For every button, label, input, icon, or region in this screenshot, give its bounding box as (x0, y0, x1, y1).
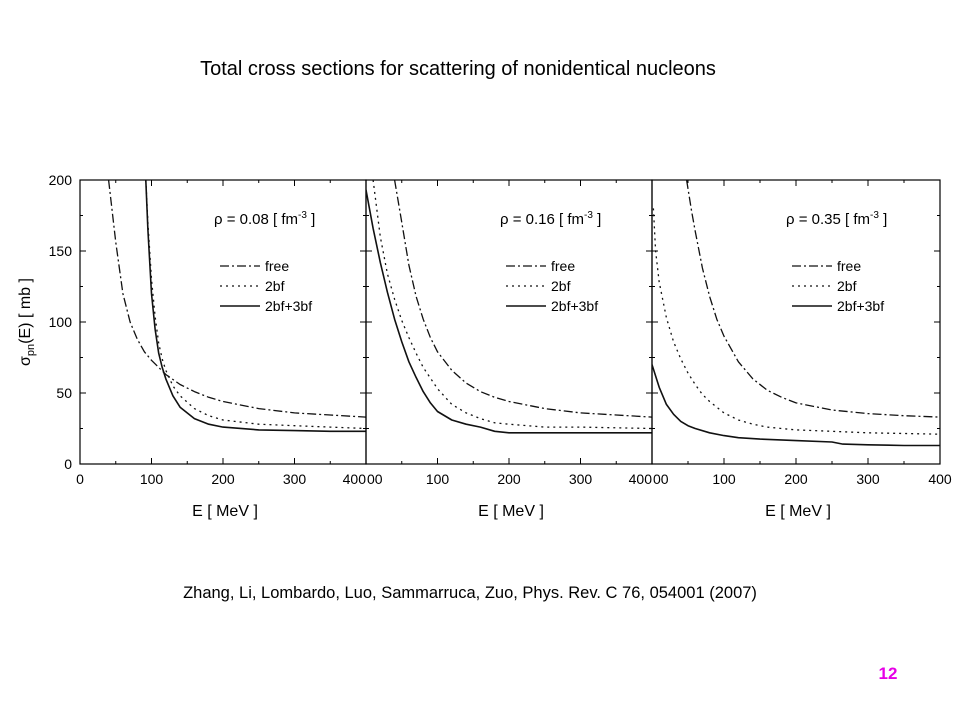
x-axis-label: E [ MeV ] (192, 503, 258, 520)
legend-label: free (551, 258, 575, 274)
y-tick-label: 200 (49, 172, 73, 188)
series-line-2bf (652, 208, 940, 435)
y-axis-label: σpn(E) [ mb ] (17, 278, 37, 366)
x-tick-label: 100 (712, 471, 736, 487)
series-line-2bf-3bf (145, 180, 366, 433)
legend-label: 2bf (265, 278, 285, 294)
legend-label: 2bf+3bf (551, 298, 598, 314)
x-tick-label: 300 (283, 471, 307, 487)
panel-density-label: ρ = 0.35 [ fm-3 ] (786, 210, 887, 228)
y-tick-label: 150 (49, 243, 73, 259)
slide-title: Total cross sections for scattering of n… (200, 58, 716, 80)
series-line-2bf-3bf (652, 364, 940, 447)
x-tick-label: 00 (653, 471, 669, 487)
x-tick-label: 0 (76, 471, 84, 487)
series-line-free (107, 180, 366, 418)
series-line-free (685, 180, 940, 418)
legend-label: 2bf (837, 278, 857, 294)
panel-2: 00 100 200 300 400 ρ = 0.16 [ fm-3 ] free 2bf 2b… (365, 179, 653, 520)
y-tick-label: 100 (49, 314, 73, 330)
x-tick-label: 400 (928, 471, 952, 487)
x-tick-label: 100 (426, 471, 450, 487)
series-line-2bf-3bf (366, 189, 652, 434)
series-line-2bf (145, 180, 366, 430)
legend-label: free (265, 258, 289, 274)
panel-density-label: ρ = 0.16 [ fm-3 ] (500, 210, 601, 228)
x-tick-label: 200 (784, 471, 808, 487)
legend-label: 2bf+3bf (837, 298, 884, 314)
panel-3: 00 100 200 300 400 ρ = 0.35 [ fm-3 ] free 2bf 2b… (651, 179, 952, 520)
legend-label: 2bf+3bf (265, 298, 312, 314)
x-tick-label: 00 (367, 471, 383, 487)
panel-1: 0 100 200 300 400 0 50 100 150 200 ρ = 0.08 [ fm-3… (49, 172, 367, 520)
y-tick-label: 0 (64, 456, 72, 472)
x-tick-label: 400 (343, 471, 367, 487)
x-tick-label: 200 (497, 471, 521, 487)
page-number: 12 (878, 664, 898, 683)
x-axis-label: E [ MeV ] (765, 503, 831, 520)
x-tick-label: 300 (856, 471, 880, 487)
legend-label: free (837, 258, 861, 274)
series-line-free (393, 180, 652, 418)
x-axis-label: E [ MeV ] (478, 503, 544, 520)
x-tick-label: 100 (140, 471, 164, 487)
legend-label: 2bf (551, 278, 571, 294)
panel-density-label: ρ = 0.08 [ fm-3 ] (214, 210, 315, 228)
x-tick-label: 200 (211, 471, 235, 487)
citation: Zhang, Li, Lombardo, Luo, Sammarruca, Zu… (183, 584, 757, 602)
x-tick-label: 300 (569, 471, 593, 487)
x-tick-label: 400 (629, 471, 653, 487)
y-tick-label: 50 (56, 385, 72, 401)
